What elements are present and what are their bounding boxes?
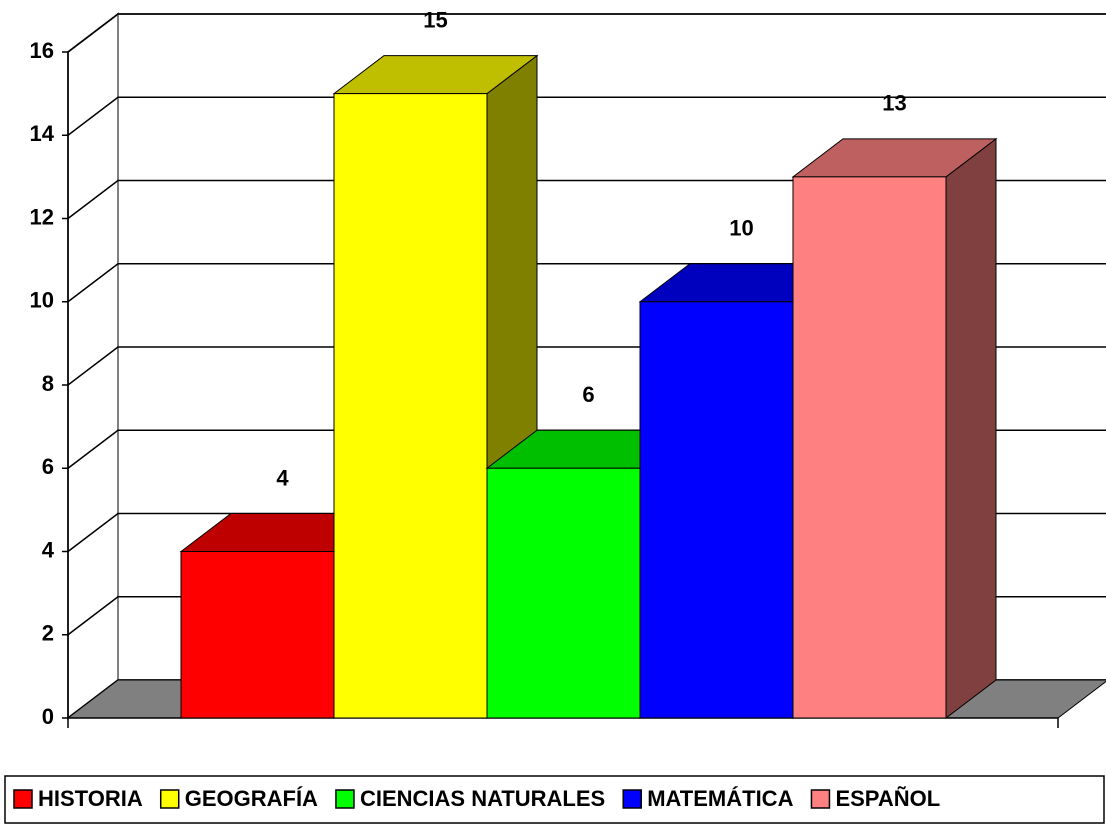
bar bbox=[486, 467, 641, 719]
grid-line bbox=[67, 96, 1106, 136]
legend-swatch bbox=[159, 789, 180, 809]
y-tick-label: 10 bbox=[30, 288, 54, 313]
y-tick-label: 16 bbox=[30, 38, 54, 63]
bar bbox=[792, 176, 947, 719]
data-label: 13 bbox=[882, 91, 906, 116]
y-tick-label: 14 bbox=[30, 121, 55, 146]
bar-side bbox=[945, 137, 997, 720]
y-tick-label: 6 bbox=[42, 454, 54, 479]
bar bbox=[180, 551, 335, 719]
legend-label: ESPAÑOL bbox=[835, 786, 940, 811]
legend-swatch bbox=[335, 789, 355, 809]
legend-label: HISTORIA bbox=[38, 786, 143, 811]
data-label: 10 bbox=[729, 216, 753, 241]
grid-line bbox=[67, 13, 1106, 53]
bar bbox=[333, 93, 488, 719]
legend-label: MATEMÁTICA bbox=[647, 786, 793, 811]
y-tick-label: 2 bbox=[42, 621, 54, 646]
legend-swatch bbox=[622, 789, 642, 809]
data-label: 15 bbox=[423, 7, 447, 32]
data-label: 4 bbox=[276, 465, 289, 490]
legend-label: CIENCIAS NATURALES bbox=[360, 786, 605, 811]
y-tick-label: 4 bbox=[42, 537, 55, 562]
legend-label: GEOGRAFÍA bbox=[185, 786, 318, 811]
y-tick-label: 0 bbox=[42, 704, 54, 729]
legend-swatch bbox=[13, 789, 33, 809]
legend-box bbox=[4, 775, 1105, 824]
bar bbox=[639, 301, 794, 719]
y-tick-label: 12 bbox=[30, 204, 54, 229]
grid-line bbox=[67, 179, 1106, 220]
y-tick-label: 8 bbox=[42, 371, 54, 396]
data-label: 6 bbox=[582, 382, 594, 407]
legend-swatch bbox=[810, 789, 831, 809]
